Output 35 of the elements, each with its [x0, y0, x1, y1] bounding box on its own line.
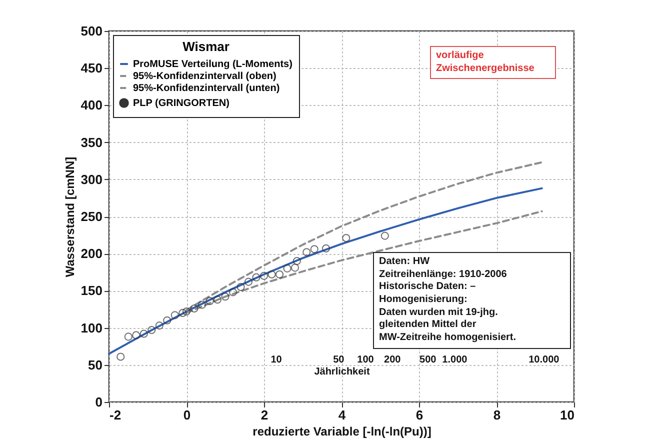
y-tick-label: 0 — [95, 394, 102, 410]
text-box: vorläufige Zwischenergebnisse — [430, 46, 556, 80]
x2-tick-label: 100 — [357, 354, 374, 366]
y-axis-title: Wasserstand [cmNN] — [62, 156, 77, 278]
x2-tick-label: 200 — [384, 354, 402, 366]
x-tick-label: 6 — [416, 408, 424, 422]
x-tick-label: 8 — [493, 408, 501, 422]
legend-label: ProMUSE Verteilung (L-Moments) — [133, 59, 292, 70]
y-tick-label: 150 — [80, 283, 102, 298]
y-tick-label: 50 — [88, 357, 102, 372]
x-tick-label: 2 — [260, 408, 268, 422]
text: Wismar — [182, 39, 230, 54]
x-tick-label: 4 — [338, 408, 346, 422]
x2-axis-title: Jährlichkeit — [314, 366, 370, 378]
y-tick-label: 500 — [80, 24, 102, 38]
x-axis-title: reduzierte Variable [-ln(-ln(Pu))] — [252, 424, 432, 438]
x2-tick-label: 500 — [420, 354, 437, 366]
legend-label: 95%-Konfidenzintervall (oben) — [133, 71, 276, 82]
text-box: Daten: HW Zeitreihenlänge: 1910-2006 Historische Daten: – Homogenisierung: Daten wurden mit 19-jhg. gleitenden Mittel der MW-Zeitreihe homogenisiert. — [373, 252, 571, 349]
x2-tick-label: 50 — [333, 354, 345, 366]
x-tick-label: 0 — [183, 408, 191, 422]
x2-tick-label: 10.000 — [528, 354, 560, 366]
x2-tick-label: 1.000 — [442, 354, 468, 366]
y-tick-label: 400 — [80, 98, 102, 113]
legend-label: PLP (GRINGORTEN) — [133, 98, 230, 109]
x-tick-label: -2 — [110, 408, 122, 422]
y-tick-label: 450 — [80, 60, 102, 76]
y-tick-label: 350 — [80, 134, 102, 150]
y-tick-label: 300 — [80, 172, 102, 187]
x2-tick-label: 10 — [270, 354, 282, 366]
y-tick-label: 200 — [80, 246, 102, 262]
y-tick-label: 100 — [80, 320, 102, 336]
y-tick-label: 250 — [80, 209, 102, 224]
x-tick-label: 10 — [560, 408, 574, 422]
legend-label: 95%-Konfidenzintervall (unten) — [133, 83, 280, 94]
